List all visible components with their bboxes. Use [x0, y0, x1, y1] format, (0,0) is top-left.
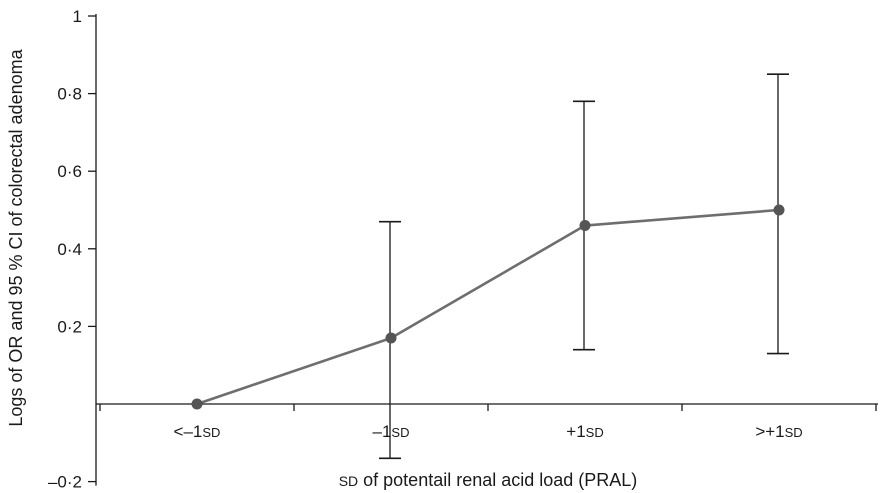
x-tick-label: >+1SD: [755, 422, 802, 441]
axes: [95, 14, 878, 486]
data-point: [579, 220, 591, 232]
x-ticks: <–1SD –1SD +1SD >+1SD: [99, 404, 877, 441]
y-tick-label: 0·6: [57, 162, 82, 181]
data-points: [191, 204, 785, 410]
data-point: [191, 398, 203, 410]
y-tick-label: 0·4: [57, 240, 82, 259]
x-tick-label: <–1SD: [174, 422, 221, 441]
y-tick-label: –0·2: [48, 473, 82, 492]
data-point: [385, 332, 397, 344]
y-tick-label: 1: [73, 7, 82, 26]
y-ticks: –0·2 0·2 0·4 0·6 0·8 1: [48, 7, 96, 492]
series-line-path: [196, 208, 780, 406]
y-axis-label: Logs of OR and 95 % CI of colorectal ade…: [6, 48, 26, 426]
y-tick-label: 0·2: [57, 317, 82, 336]
x-tick-label: –1SD: [373, 422, 410, 441]
data-point: [773, 204, 785, 216]
x-axis-label: SD of potentail renal acid load (PRAL): [339, 470, 638, 490]
y-tick-label: 0·8: [57, 85, 82, 104]
x-tick-label: +1SD: [566, 422, 603, 441]
series-line: [196, 208, 780, 406]
error-bars: [379, 73, 789, 460]
